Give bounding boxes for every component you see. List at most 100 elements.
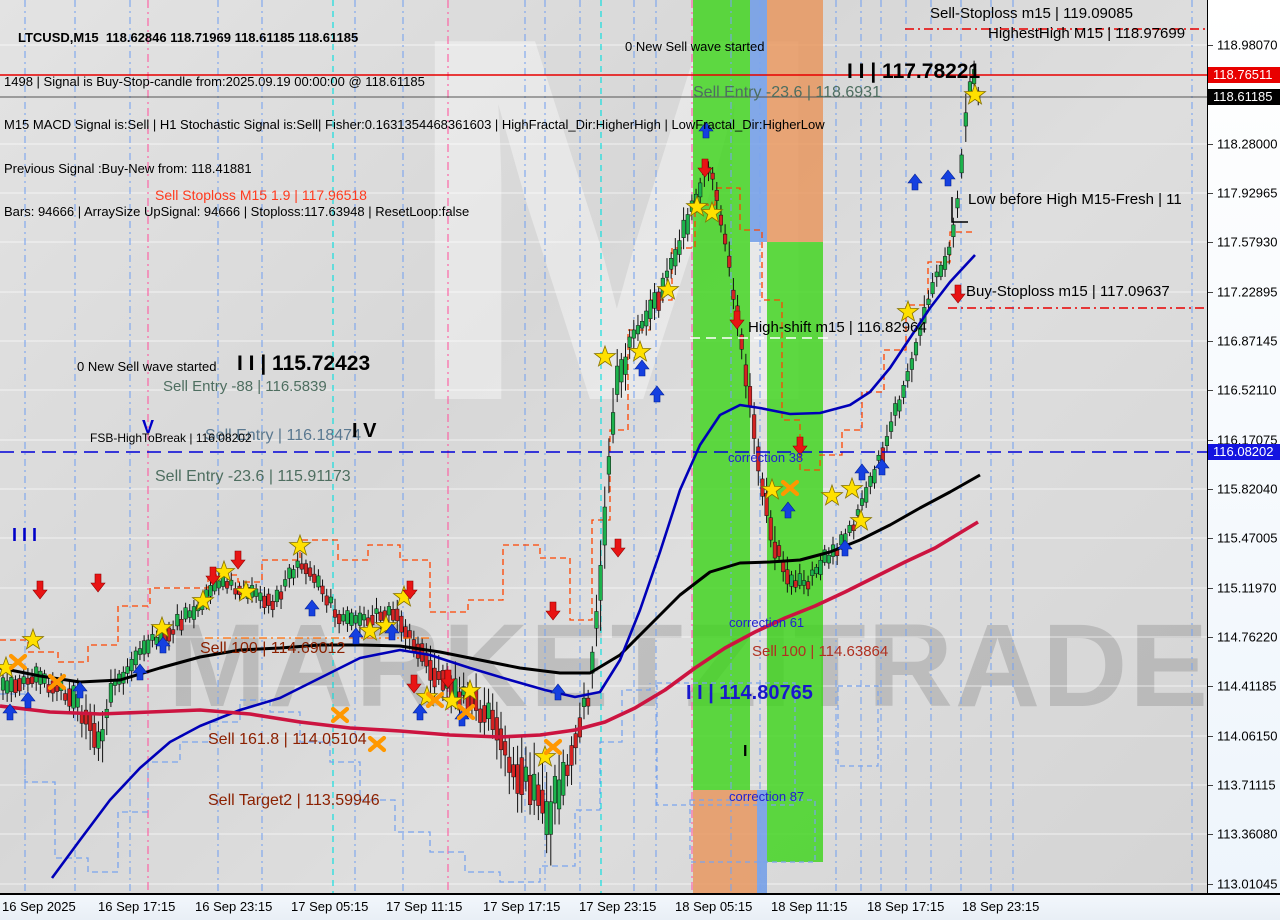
up-arrow-icon [907, 173, 923, 191]
up-arrow-icon [72, 681, 88, 699]
buy-signal-star-icon [374, 613, 398, 636]
price-tick-label: 113.36080 [1217, 826, 1278, 842]
price-tick-mark [1208, 242, 1213, 243]
candle-body [797, 573, 802, 586]
candle-body [822, 549, 827, 563]
buy-signal-star-icon [21, 627, 45, 650]
candle-body [225, 581, 230, 589]
time-axis-label: 17 Sep 11:15 [386, 899, 463, 914]
buy-signal-star-icon [849, 508, 873, 531]
chart-annotation: I I I [12, 525, 38, 545]
candle-body [142, 640, 147, 655]
candle-body [478, 708, 483, 723]
candle-body [644, 310, 649, 327]
candle-body [30, 676, 35, 684]
price-tick-mark [1208, 144, 1213, 145]
candle-body [698, 182, 703, 198]
candle-body [403, 626, 408, 639]
buy-signal-star-icon [700, 200, 724, 223]
buy-signal-star-icon [288, 533, 312, 556]
time-axis-label: 18 Sep 11:15 [771, 899, 848, 914]
down-arrow-icon [697, 158, 713, 178]
price-tick-label: 116.17075 [1217, 432, 1278, 448]
down-arrow-icon [545, 601, 561, 621]
candle-body [13, 679, 18, 693]
price-tick-mark [1208, 489, 1213, 490]
price-tick-mark [1208, 637, 1213, 638]
candle-body [175, 614, 180, 627]
buy-signal-star-icon [150, 615, 174, 638]
candle-body [21, 676, 26, 684]
chart-annotation: High-shift m15 | 116.82964 [748, 319, 927, 336]
candle-body [320, 585, 325, 595]
candle-body [677, 240, 682, 255]
ma-crimson-slow [0, 520, 979, 739]
down-arrow-icon [402, 580, 418, 600]
buy-signal-star-icon [440, 688, 464, 711]
candle-body [171, 629, 176, 635]
down-arrow-icon [950, 284, 966, 304]
chart-area[interactable]: M MARKETZITRADE LTCUSD,M15 118.62846 118… [0, 0, 1208, 893]
indicator-line: M15 MACD Signal is:Sell | H1 Stochastic … [4, 117, 825, 132]
buy-signal-star-icon [820, 483, 844, 506]
lower-fractal-channel [0, 683, 651, 883]
candle-body [287, 567, 292, 579]
candle-body [137, 648, 142, 655]
correction-box [689, 799, 816, 863]
candle-body [540, 789, 545, 814]
candle-body [216, 580, 221, 589]
candle-body [959, 154, 964, 174]
price-tick-label: 117.92965 [1217, 185, 1278, 201]
price-tick-label: 116.87145 [1217, 333, 1278, 349]
candle-body [814, 567, 819, 575]
candle-body [801, 580, 807, 586]
candle-body [378, 611, 383, 621]
price-chart-canvas[interactable] [0, 0, 1207, 893]
up-arrow-icon [412, 703, 428, 721]
time-axis-label: 17 Sep 17:15 [483, 899, 561, 914]
up-arrow-icon [155, 636, 171, 654]
candle-body [685, 214, 690, 235]
previous-signal-line: Previous Signal :Buy-New from: 118.41881 [4, 160, 252, 176]
candle-body [669, 258, 674, 270]
chart-annotation: I I | 115.72423 [237, 352, 371, 375]
candle-body [598, 565, 603, 601]
up-arrow-icon [940, 169, 956, 187]
candle-body [930, 282, 935, 295]
down-arrow-icon [610, 538, 626, 558]
candle-body [909, 358, 914, 370]
up-arrow-icon [634, 359, 650, 377]
candle-body [345, 610, 350, 624]
candle-body [71, 685, 76, 709]
candle-body [743, 364, 748, 387]
x-mark-icon [543, 738, 563, 756]
candle-body [179, 619, 184, 631]
candle-body [785, 569, 790, 585]
chart-annotation: I V [352, 420, 377, 442]
price-tick-mark [1208, 736, 1213, 737]
time-axis[interactable]: 16 Sep 2025 16 Sep 17:15 16 Sep 23:15 17 Se… [0, 893, 1280, 920]
chart-annotation: Sell 161.8 | 114.05104 [208, 731, 367, 748]
price-axis[interactable]: 118.98070 118.28000 117.92965 117.57930 117.… [1208, 0, 1280, 893]
down-arrow-icon [792, 436, 808, 456]
candle-body [718, 214, 724, 226]
candle-body [648, 299, 653, 319]
price-tick-mark [1208, 686, 1213, 687]
candle-body [42, 673, 47, 684]
up-arrow-icon [649, 385, 665, 403]
candle-body [357, 612, 362, 626]
candle-body [436, 671, 441, 680]
candle-body [328, 596, 333, 604]
chart-annotation: Sell 100 | 114.69012 [200, 640, 346, 657]
buy-signal-star-icon [533, 744, 557, 767]
chart-annotation: FSB-HighToBreak | 116.08202 [90, 431, 252, 445]
candle-body [83, 709, 89, 725]
candle-body [747, 386, 753, 407]
candle-body [125, 666, 130, 674]
candle-body [615, 365, 620, 395]
up-arrow-icon [698, 121, 714, 139]
candle-body [876, 455, 881, 461]
time-axis-label: 18 Sep 23:15 [962, 899, 1040, 914]
up-arrow-icon [384, 623, 400, 641]
candle-body [274, 589, 279, 603]
